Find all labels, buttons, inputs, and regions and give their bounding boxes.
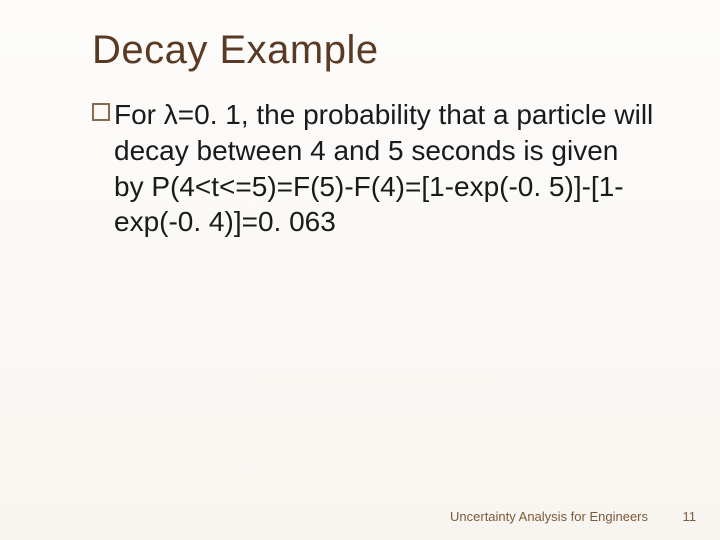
body-text: For λ=0. 1, the probability that a parti… xyxy=(114,97,654,240)
square-bullet-icon xyxy=(92,103,110,121)
page-number: 11 xyxy=(683,509,697,524)
body-row: For λ=0. 1, the probability that a parti… xyxy=(92,97,672,240)
slide: Decay Example For λ=0. 1, the probabilit… xyxy=(0,0,720,540)
slide-title: Decay Example xyxy=(92,28,672,73)
footer-text: Uncertainty Analysis for Engineers xyxy=(450,509,648,524)
